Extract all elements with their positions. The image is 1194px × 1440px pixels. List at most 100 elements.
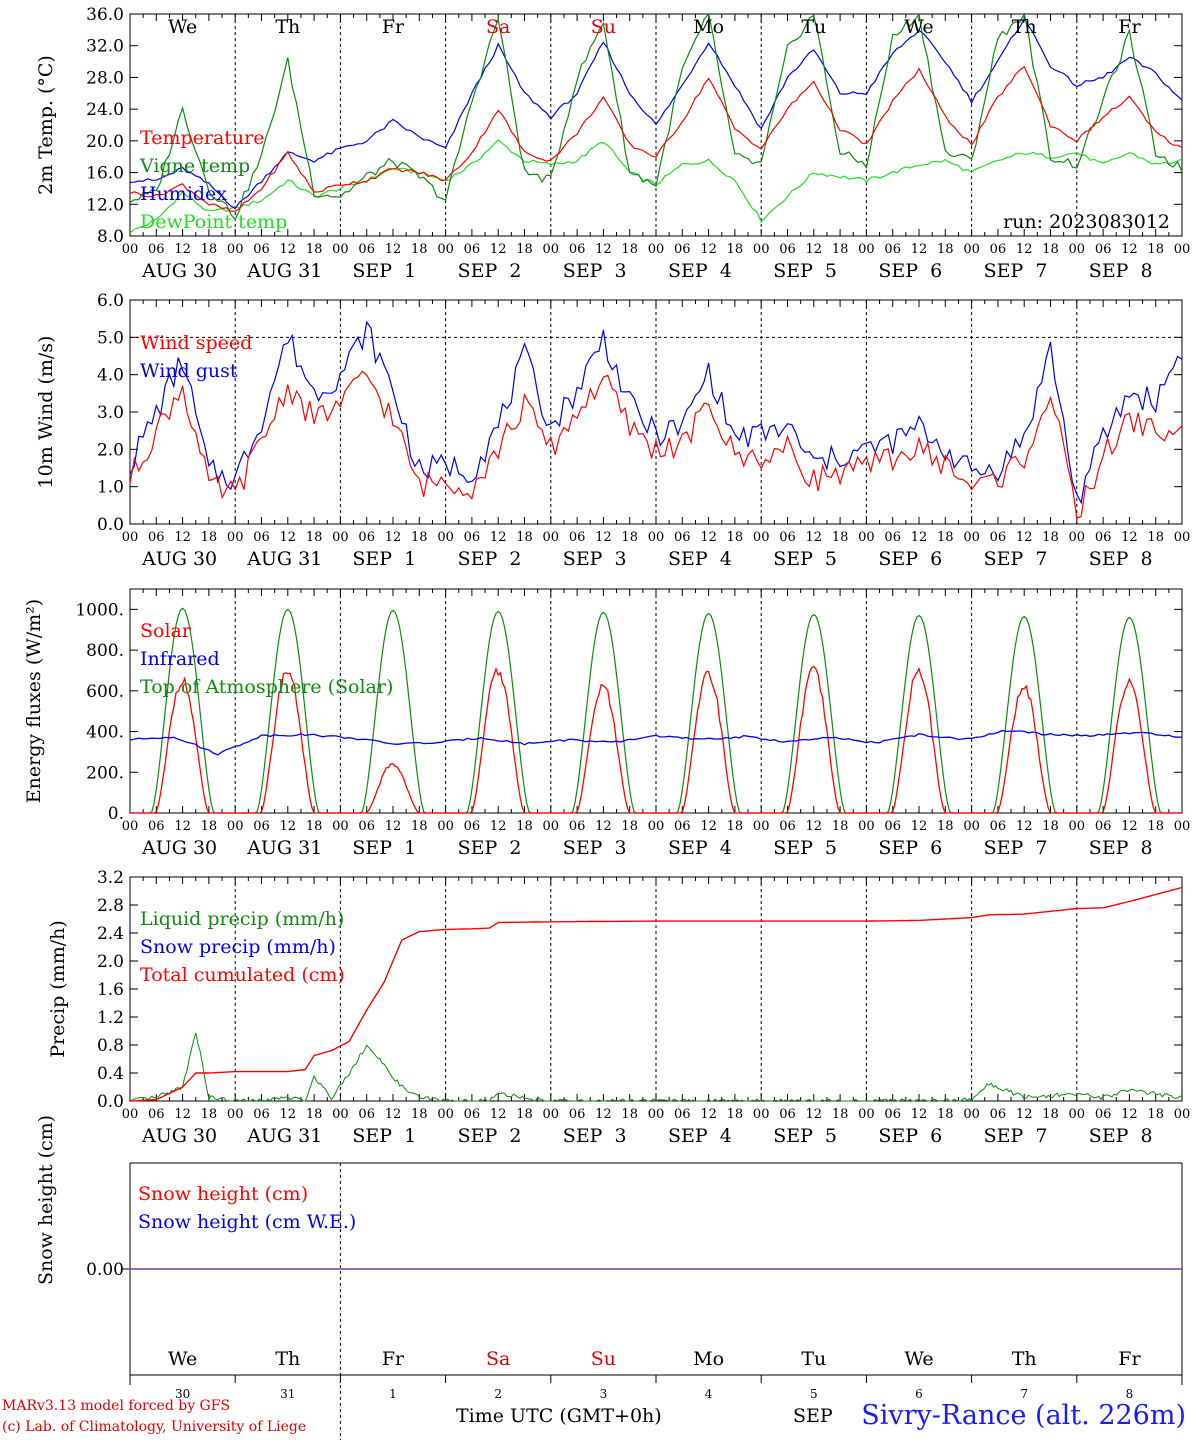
energy-hour-label: 12 [1016,819,1033,834]
wind-date-label: SEP 4 [668,548,732,570]
energy-hour-label: 18 [832,819,849,834]
wind-hour-label: 18 [516,530,533,545]
wind-hour-label: 12 [911,530,928,545]
wind-hour-label: 12 [1121,530,1138,545]
precip-date-label: AUG 30 [141,1125,217,1147]
snow-day-number: 7 [1020,1387,1028,1401]
snow-legend-1: Snow height (cm W.E.) [138,1211,356,1233]
precip-hour-label: 00 [543,1107,560,1122]
energy-date-label: SEP 1 [352,837,416,859]
precip-y-tick-label: 2.8 [97,896,124,916]
temp-series-line [129,65,1183,212]
temp-hour-label: 00 [858,242,875,257]
energy-y-tick-label: 1000. [75,600,124,620]
precip-total-line [129,886,1183,1102]
temp-hour-label: 12 [1016,242,1033,257]
temp-hour-label: 18 [306,242,323,257]
energy-y-tick-label: 600. [86,682,124,702]
energy-hour-label: 06 [674,819,691,834]
precip-y-tick-label: 1.2 [97,1008,124,1028]
energy-hour-label: 06 [464,819,481,834]
temp-hour-label: 12 [595,242,612,257]
temp-hour-label: 12 [385,242,402,257]
energy-legend-1: Infrared [140,648,220,670]
snow-day-number: 2 [494,1387,502,1401]
precip-y-tick-label: 2.4 [97,924,124,944]
wind-hour-label: 00 [1069,530,1086,545]
temp-hour-label: 18 [411,242,428,257]
temp-legend-2: Humidex [140,183,227,205]
precip-legend-1: Snow precip (mm/h) [140,936,336,958]
temp-date-label: AUG 30 [141,260,217,282]
snow-weekday-label: Th [275,1348,300,1370]
wind-hour-label: 00 [648,530,665,545]
precip-hour-label: 06 [779,1107,796,1122]
wind-hour-label: 12 [700,530,717,545]
time-axis-label: Time UTC (GMT+0h) [456,1405,662,1427]
temp-hour-label: 18 [727,242,744,257]
temp-date-label: AUG 31 [246,260,322,282]
energy-hour-label: 12 [490,819,507,834]
precip-hour-label: 12 [806,1107,823,1122]
wind-hour-label: 00 [122,530,139,545]
precip-hour-label: 00 [437,1107,454,1122]
precip-hour-label: 12 [911,1107,928,1122]
energy-hour-label: 00 [1069,819,1086,834]
snow-weekday-label: Mo [693,1348,724,1370]
snow-weekday-label: We [168,1348,197,1370]
wind-hour-label: 12 [806,530,823,545]
wind-hour-label: 06 [884,530,901,545]
energy-hour-label: 18 [1042,819,1059,834]
energy-hour-label: 00 [648,819,665,834]
energy-solar-line [130,665,1182,814]
precip-hour-label: 06 [464,1107,481,1122]
temp-weekday-label: Mo [693,16,724,38]
energy-legend-2: Top of Atmosphere (Solar) [140,676,393,698]
precip-date-label: SEP 2 [458,1125,522,1147]
temp-weekday-label: Sa [486,16,510,38]
precip-hour-label: 18 [937,1107,954,1122]
temp-hour-label: 12 [806,242,823,257]
energy-hour-label: 12 [1121,819,1138,834]
temp-hour-label: 06 [464,242,481,257]
snow-day-number: 1 [389,1387,397,1401]
wind-hour-label: 06 [779,530,796,545]
temp-hour-label: 00 [753,242,770,257]
precip-date-label: SEP 1 [352,1125,416,1147]
wind-hour-label: 00 [1174,530,1191,545]
precip-date-label: SEP 4 [668,1125,732,1147]
energy-hour-label: 12 [700,819,717,834]
snow-weekday-label: We [904,1348,933,1370]
temp-hour-label: 00 [963,242,980,257]
wind-hour-label: 12 [595,530,612,545]
temp-weekday-label: Fr [1118,16,1141,38]
precip-date-label: SEP 5 [773,1125,837,1147]
temp-hour-label: 12 [911,242,928,257]
precip-hour-label: 06 [148,1107,165,1122]
energy-hour-label: 18 [621,819,638,834]
temp-hour-label: 00 [1069,242,1086,257]
temp-hour-label: 06 [253,242,270,257]
temp-legend-1: Vigne temp [139,155,250,177]
precip-hour-label: 12 [174,1107,191,1122]
wind-hour-label: 06 [358,530,375,545]
temp-y-tick-label: 28.0 [86,68,124,88]
temp-hour-label: 06 [358,242,375,257]
temp-hour-label: 12 [700,242,717,257]
temp-date-label: SEP 1 [352,260,416,282]
temp-hour-label: 06 [779,242,796,257]
energy-hour-label: 06 [884,819,901,834]
wind-hour-label: 06 [464,530,481,545]
wind-hour-label: 18 [201,530,218,545]
wind-hour-label: 18 [1147,530,1164,545]
precip-hour-label: 12 [595,1107,612,1122]
energy-hour-label: 12 [911,819,928,834]
wind-date-label: SEP 5 [773,548,837,570]
energy-hour-label: 18 [1147,819,1164,834]
precip-hour-label: 06 [990,1107,1007,1122]
wind-hour-label: 06 [674,530,691,545]
energy-date-label: SEP 8 [1089,837,1153,859]
temp-date-label: SEP 7 [984,260,1048,282]
energy-hour-label: 12 [280,819,297,834]
